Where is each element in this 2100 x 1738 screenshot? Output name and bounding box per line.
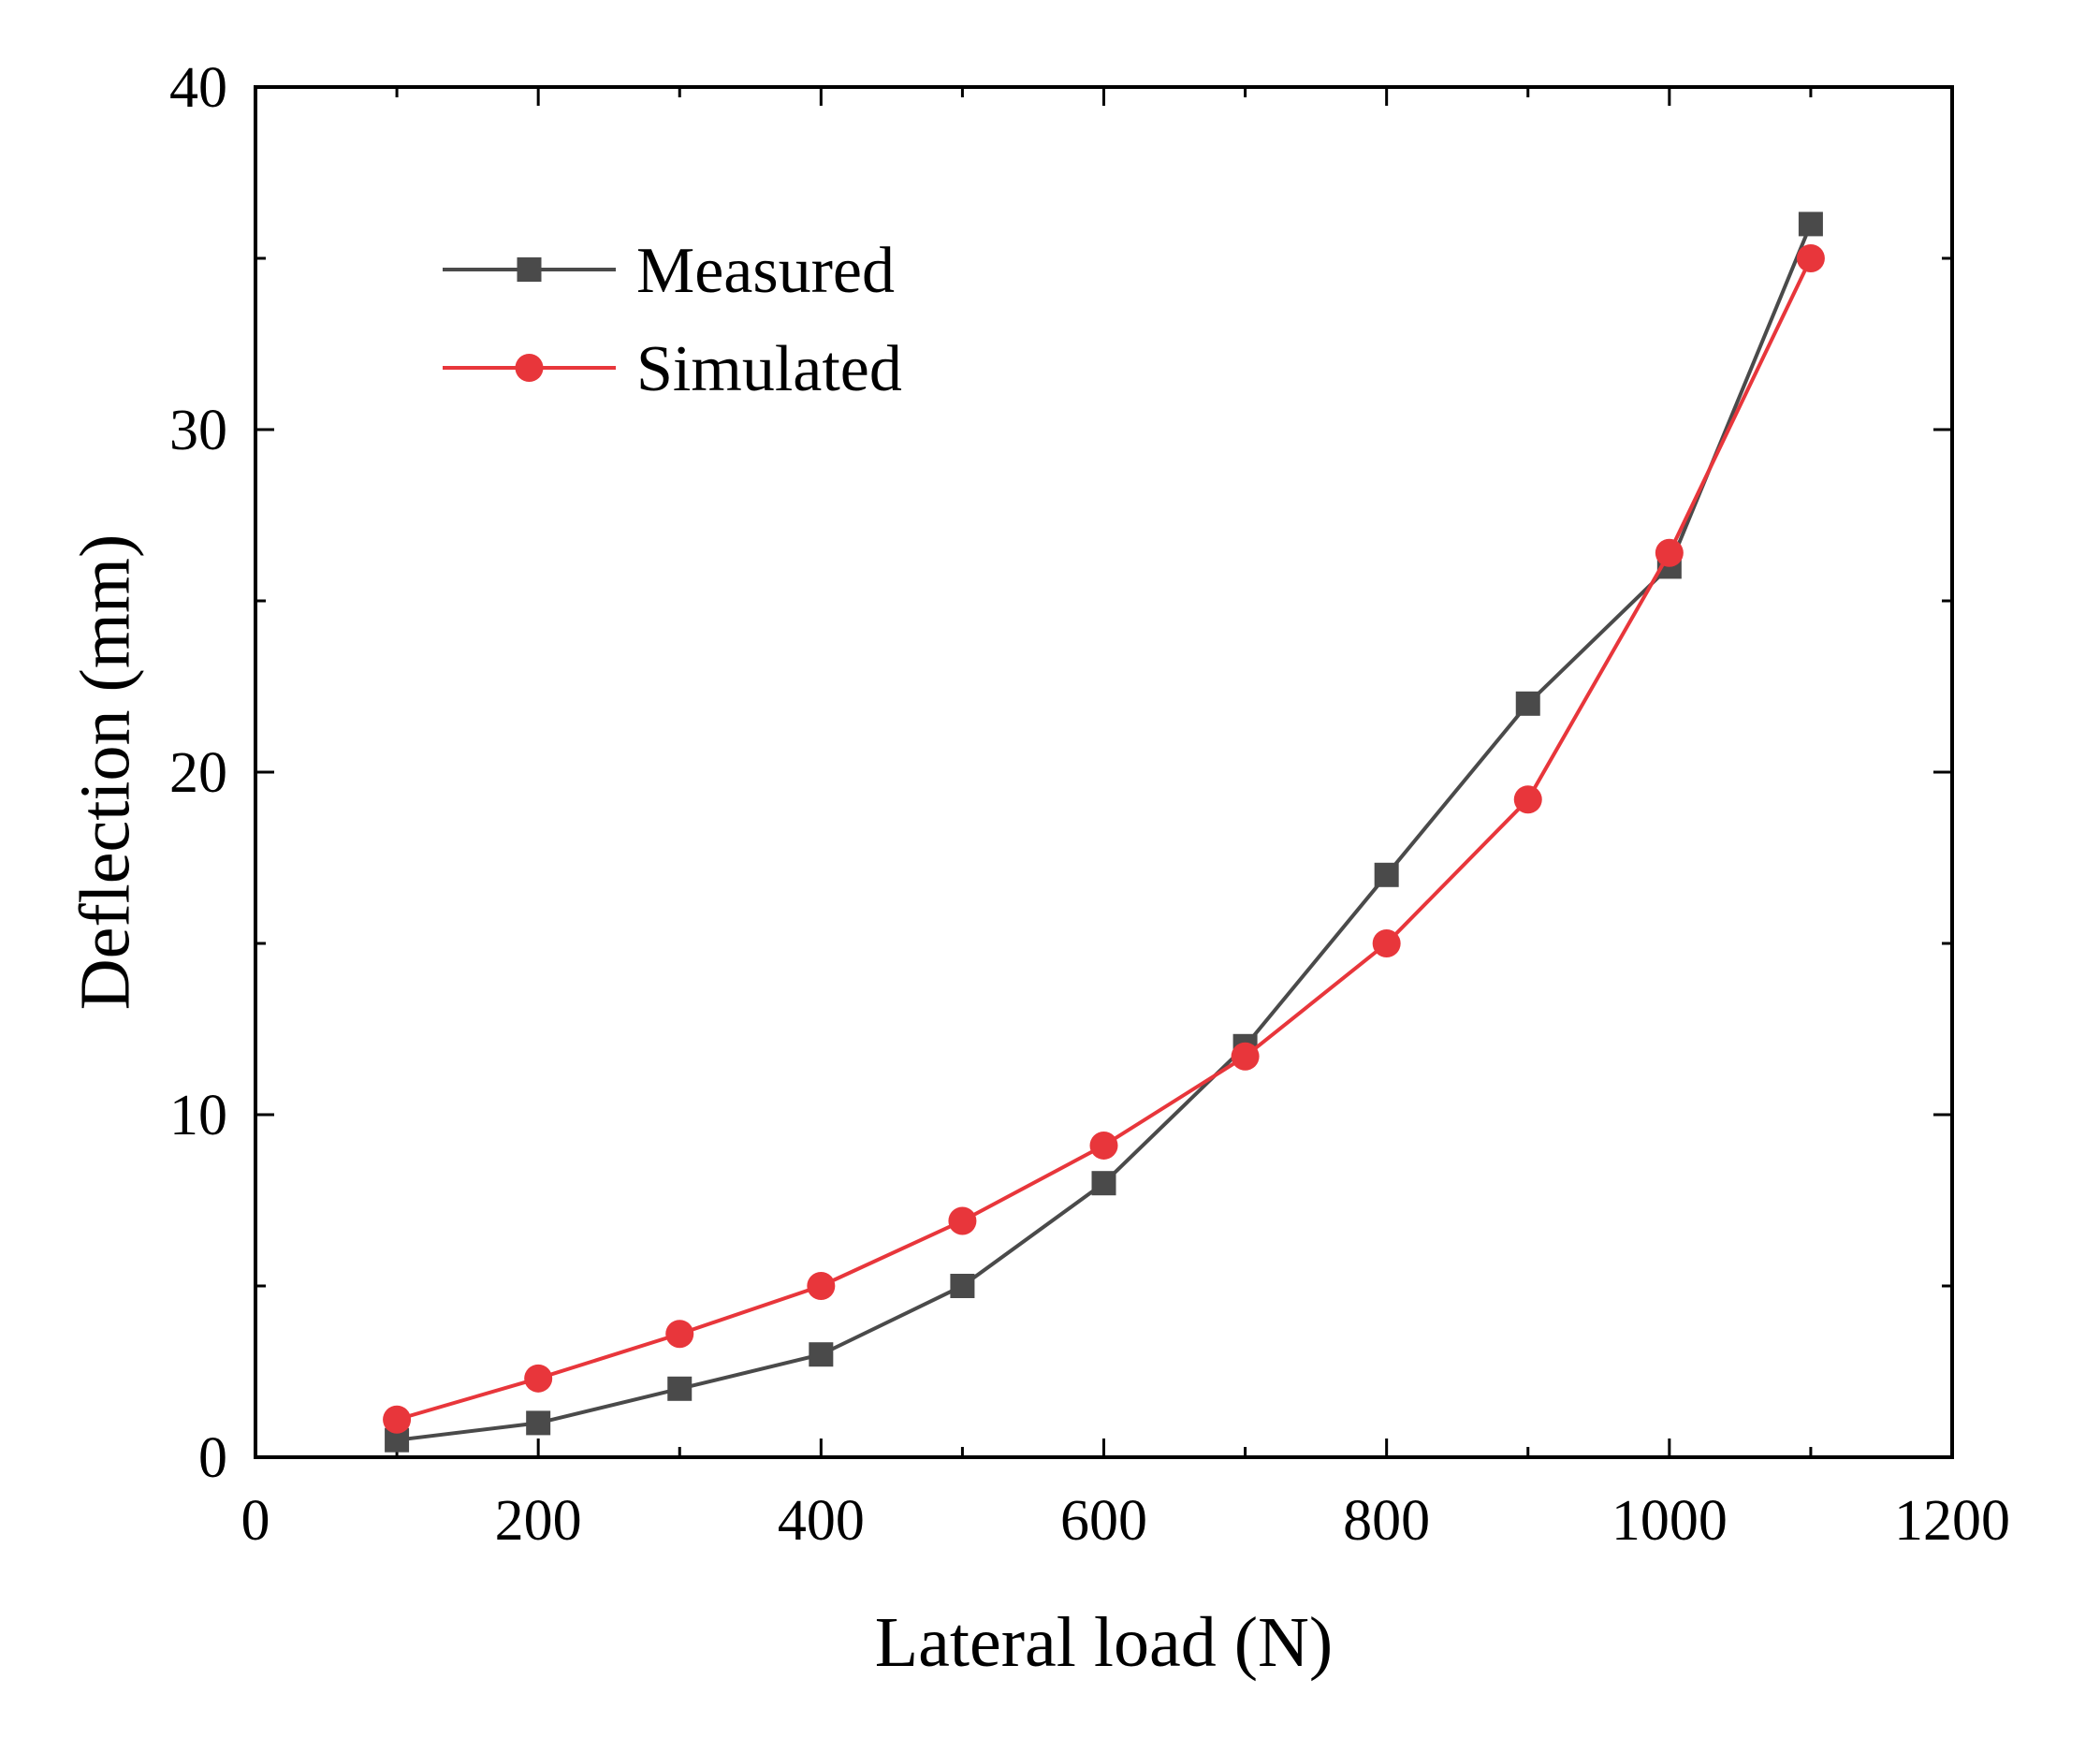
x-tick-label: 1000: [1611, 1489, 1728, 1553]
y-tick-label: 10: [169, 1084, 227, 1147]
data-point-measured: [1798, 212, 1823, 237]
x-tick-label: 800: [1343, 1489, 1430, 1553]
y-tick-label: 30: [169, 399, 227, 462]
y-tick-label: 20: [169, 741, 227, 805]
data-point-measured: [950, 1274, 975, 1298]
x-axis-title: Lateral load (N): [875, 1603, 1334, 1682]
data-point-measured: [1091, 1171, 1116, 1196]
legend: Measured Simulated: [443, 235, 902, 405]
data-point-simulated: [665, 1320, 694, 1349]
x-tick-label: 200: [495, 1489, 582, 1553]
data-point-measured: [667, 1376, 693, 1401]
legend-marker-measured: [517, 257, 542, 282]
data-point-simulated: [1231, 1042, 1260, 1071]
data-point-simulated: [524, 1364, 553, 1393]
data-point-simulated: [1089, 1131, 1118, 1160]
data-point-simulated: [1796, 244, 1825, 272]
series-line-simulated: [396, 257, 1813, 1422]
data-point-simulated: [1372, 929, 1401, 957]
data-point-measured: [1374, 862, 1399, 887]
x-tick-label: 400: [778, 1489, 865, 1553]
x-tick-label: 1200: [1894, 1489, 2010, 1553]
x-tick-label: 0: [241, 1489, 270, 1553]
series-layer: [383, 212, 1825, 1453]
y-tick-label: 0: [198, 1426, 227, 1490]
data-point-measured: [1515, 691, 1540, 716]
y-tick-label: 40: [169, 56, 227, 120]
data-point-simulated: [1513, 785, 1542, 814]
data-point-measured: [526, 1410, 551, 1436]
series-measured: [385, 212, 1823, 1453]
data-point-simulated: [807, 1272, 836, 1300]
series-simulated: [383, 244, 1825, 1434]
data-point-simulated: [383, 1405, 412, 1434]
x-tick-label: 600: [1060, 1489, 1147, 1553]
data-point-simulated: [1655, 538, 1684, 567]
data-point-measured: [809, 1342, 834, 1367]
data-point-simulated: [948, 1206, 977, 1235]
legend-marker-simulated: [515, 354, 544, 382]
ticks-layer: 0 200 400 600 800 1000 1200 0 10 20 30 40: [169, 56, 2010, 1553]
plot-frame: [254, 85, 1954, 1459]
series-line-measured: [396, 223, 1813, 1442]
legend-label-simulated: Simulated: [636, 333, 902, 405]
legend-label-measured: Measured: [636, 235, 895, 307]
y-axis-title: Deflection (mm): [66, 534, 144, 1011]
